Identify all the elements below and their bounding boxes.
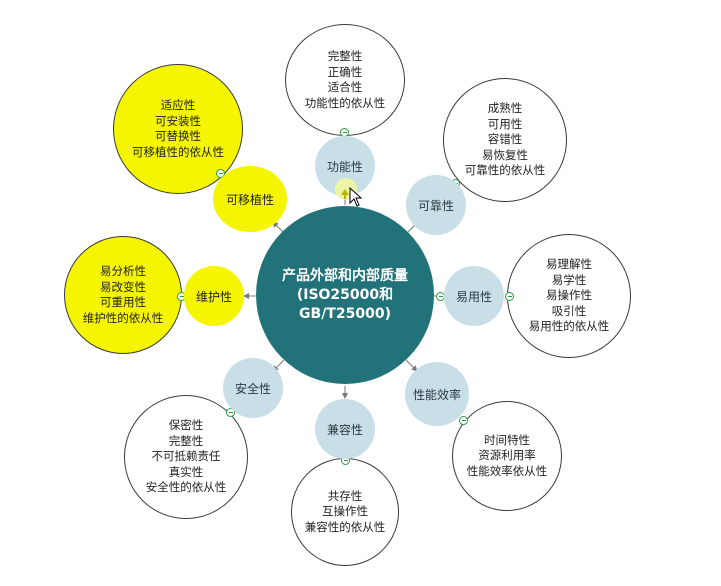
detail-item: 性能效率依从性 bbox=[466, 463, 548, 478]
node-label: 易用性 bbox=[455, 289, 492, 304]
detail-item: 可替换性 bbox=[155, 129, 201, 143]
detail-item: 适合性 bbox=[327, 80, 363, 94]
node-compatibility[interactable]: 兼容性 bbox=[315, 399, 375, 459]
detail-item: 功能性的依从性 bbox=[304, 95, 386, 110]
node-label: 维护性 bbox=[195, 289, 232, 304]
collapse-toggle-usability[interactable] bbox=[505, 292, 514, 301]
node-efficiency[interactable]: 性能效率 bbox=[405, 362, 469, 426]
node-portability[interactable]: 可移植性 bbox=[213, 166, 287, 232]
center-line-3: GB/T25000) bbox=[299, 305, 391, 322]
detail-item: 资源利用率 bbox=[478, 448, 536, 463]
detail-item: 可重用性 bbox=[100, 295, 146, 309]
detail-item: 可靠性的依从性 bbox=[464, 163, 546, 178]
detail-item: 可移植性的依从性 bbox=[132, 144, 224, 159]
detail-item: 吸引性 bbox=[551, 303, 587, 318]
detail-item: 适应性 bbox=[160, 98, 196, 112]
node-reliability[interactable]: 可靠性 bbox=[406, 175, 466, 235]
mouse-cursor-icon bbox=[349, 187, 363, 207]
detail-item: 不可抵赖责任 bbox=[151, 449, 221, 464]
detail-item: 安全性的依从性 bbox=[145, 480, 227, 495]
detail-item: 成熟性 bbox=[487, 101, 523, 116]
detail-item: 易分析性 bbox=[100, 264, 146, 278]
detail-efficiency[interactable]: 时间特性 资源利用率 性能效率依从性 bbox=[452, 401, 562, 511]
detail-item: 易改变性 bbox=[100, 279, 146, 294]
detail-item: 易理解性 bbox=[546, 257, 592, 272]
detail-item: 兼容性的依从性 bbox=[304, 519, 386, 534]
detail-item: 易用性的依从性 bbox=[528, 319, 610, 334]
detail-maintainability[interactable]: 易分析性 易改变性 可重用性 维护性的依从性 bbox=[64, 236, 182, 354]
detail-functional[interactable]: 完整性 正确性 适合性 功能性的依从性 bbox=[285, 24, 405, 136]
node-label: 性能效率 bbox=[412, 387, 461, 402]
center-line-1: 产品外部和内部质量 bbox=[282, 267, 408, 284]
detail-item: 完整性 bbox=[168, 433, 204, 448]
detail-usability[interactable]: 易理解性 易学性 易操作性 吸引性 易用性的依从性 bbox=[507, 234, 631, 358]
detail-item: 易恢复性 bbox=[482, 147, 528, 162]
detail-item: 易学性 bbox=[551, 272, 587, 287]
detail-item: 可用性 bbox=[487, 116, 523, 131]
detail-item: 易操作性 bbox=[546, 288, 592, 303]
collapse-toggle-efficiency[interactable] bbox=[459, 416, 468, 425]
node-label: 功能性 bbox=[326, 159, 363, 174]
detail-item: 可安装性 bbox=[155, 113, 201, 128]
detail-item: 维护性的依从性 bbox=[82, 310, 164, 325]
connector-portability bbox=[272, 221, 284, 233]
node-label: 安全性 bbox=[234, 381, 271, 396]
detail-item: 真实性 bbox=[168, 464, 204, 479]
detail-item: 共存性 bbox=[327, 488, 363, 503]
node-label: 可移植性 bbox=[225, 192, 274, 207]
detail-compatibility[interactable]: 共存性 互操作性 兼容性的依从性 bbox=[291, 458, 399, 566]
node-usability[interactable]: 易用性 bbox=[444, 266, 504, 326]
detail-item: 保密性 bbox=[168, 418, 204, 433]
detail-item: 完整性 bbox=[327, 49, 363, 63]
detail-item: 互操作性 bbox=[322, 504, 368, 519]
detail-reliability[interactable]: 成熟性 可用性 容错性 易恢复性 可靠性的依从性 bbox=[443, 78, 567, 202]
node-maintainability[interactable]: 维护性 bbox=[184, 266, 244, 326]
node-label: 兼容性 bbox=[326, 422, 363, 437]
detail-item: 时间特性 bbox=[484, 432, 530, 447]
center-node[interactable]: 产品外部和内部质量 (ISO25000和 GB/T25000) bbox=[256, 206, 434, 384]
node-security[interactable]: 安全性 bbox=[223, 358, 283, 418]
detail-item: 正确性 bbox=[327, 64, 363, 79]
detail-item: 容错性 bbox=[487, 132, 523, 147]
up-arrow-icon bbox=[341, 189, 349, 199]
node-label: 可靠性 bbox=[417, 198, 454, 213]
center-line-2: (ISO25000和 bbox=[296, 286, 394, 303]
